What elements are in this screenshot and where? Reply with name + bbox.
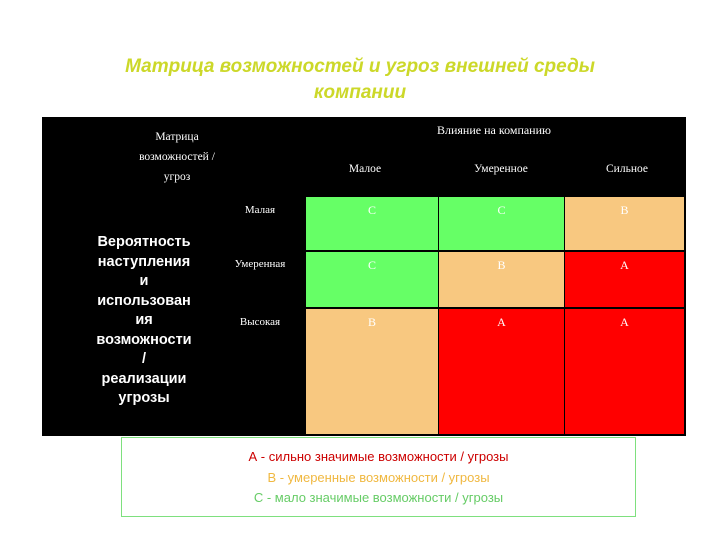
impact-level-moderate: Умеренное bbox=[474, 163, 528, 175]
cell-moderate-prob-strong-impact: A bbox=[565, 252, 684, 307]
cell-low-prob-strong-impact: B bbox=[565, 197, 684, 250]
matrix-corner-label: Матрица возможностей / угроз bbox=[112, 127, 242, 187]
cell-high-prob-strong-impact: A bbox=[565, 309, 684, 434]
corner-line: Матрица bbox=[155, 131, 199, 143]
probability-level-moderate: Умеренная bbox=[234, 258, 286, 270]
corner-line: угроз bbox=[163, 171, 191, 183]
impact-level-strong: Сильное bbox=[606, 163, 648, 175]
cell-moderate-prob-moderate-impact: B bbox=[439, 252, 564, 307]
cell-low-prob-low-impact: C bbox=[306, 197, 438, 250]
probability-line: Вероятность bbox=[97, 234, 191, 250]
diagram-title: Матрица возможностей и угроз внешней сре… bbox=[60, 54, 660, 106]
legend-item-a: А - сильно значимые возможности / угрозы bbox=[248, 449, 509, 464]
cell-moderate-prob-low-impact: C bbox=[306, 252, 438, 307]
legend-item-c: С - мало значимые возможности / угрозы bbox=[253, 490, 504, 505]
probability-level-low: Малая bbox=[244, 204, 276, 216]
probability-line: реализации bbox=[101, 370, 187, 387]
probability-line: ия bbox=[135, 312, 153, 328]
opportunity-threat-matrix: Матрица возможностей / угроз Влияние на … bbox=[42, 117, 686, 436]
probability-line: / bbox=[141, 351, 147, 367]
probability-line: угрозы bbox=[118, 390, 170, 406]
cell-high-prob-moderate-impact: A bbox=[439, 309, 564, 434]
probability-line: и bbox=[139, 273, 149, 289]
impact-axis-label: Влияние на компанию bbox=[437, 123, 551, 137]
probability-axis-label: Вероятность наступления и использован ия… bbox=[62, 233, 226, 409]
probability-line: наступления bbox=[97, 253, 191, 270]
probability-line: использован bbox=[97, 292, 191, 309]
cell-low-prob-moderate-impact: C bbox=[439, 197, 564, 250]
title-line-1: Матрица возможностей и угроз внешней сре… bbox=[125, 56, 595, 77]
legend-box: А - сильно значимые возможности / угрозы… bbox=[121, 437, 636, 517]
corner-line: возможностей / bbox=[139, 151, 215, 163]
probability-line: возможности bbox=[96, 331, 192, 348]
title-line-2: компании bbox=[313, 82, 407, 103]
legend-item-b: В - умеренные возможности / угрозы bbox=[267, 469, 490, 485]
probability-level-high: Высокая bbox=[239, 316, 281, 328]
cell-high-prob-low-impact: B bbox=[306, 309, 438, 434]
impact-level-low: Малое bbox=[348, 163, 382, 175]
